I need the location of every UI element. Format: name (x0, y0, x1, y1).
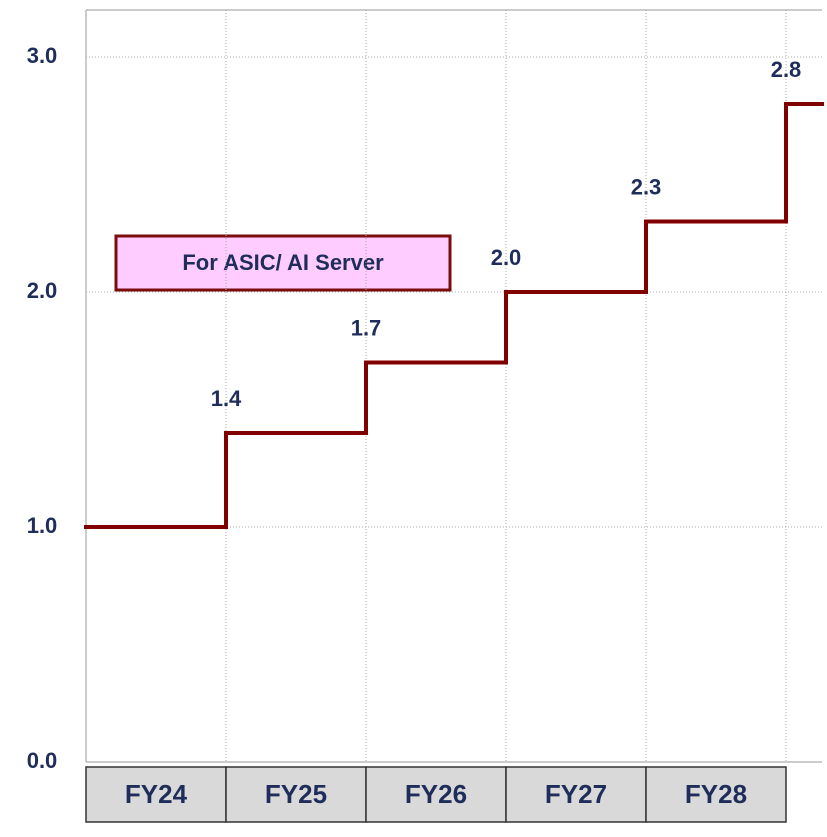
value-label: 1.7 (351, 315, 382, 340)
value-label: 2.3 (631, 174, 662, 199)
x-tick-label: FY27 (545, 779, 607, 809)
annotation-box (114, 234, 452, 292)
value-label: 1.4 (211, 386, 242, 411)
x-tick-label: FY25 (265, 779, 327, 809)
y-tick-label: 1.0 (27, 513, 58, 538)
value-label: 2.0 (491, 245, 522, 270)
y-tick-label: 3.0 (27, 43, 58, 68)
category-box (365, 766, 507, 823)
x-tick-label: FY26 (405, 779, 467, 809)
y-tick-label: 2.0 (27, 278, 58, 303)
y-tick-label: 0.0 (27, 748, 58, 773)
category-box (225, 766, 367, 823)
value-label: 2.8 (771, 57, 802, 82)
x-tick-label: FY24 (125, 779, 188, 809)
category-box (645, 766, 787, 823)
x-tick-label: FY28 (685, 779, 747, 809)
category-box (505, 766, 647, 823)
annotation: For ASIC/ AI Server (182, 250, 384, 275)
category-box (85, 766, 227, 823)
